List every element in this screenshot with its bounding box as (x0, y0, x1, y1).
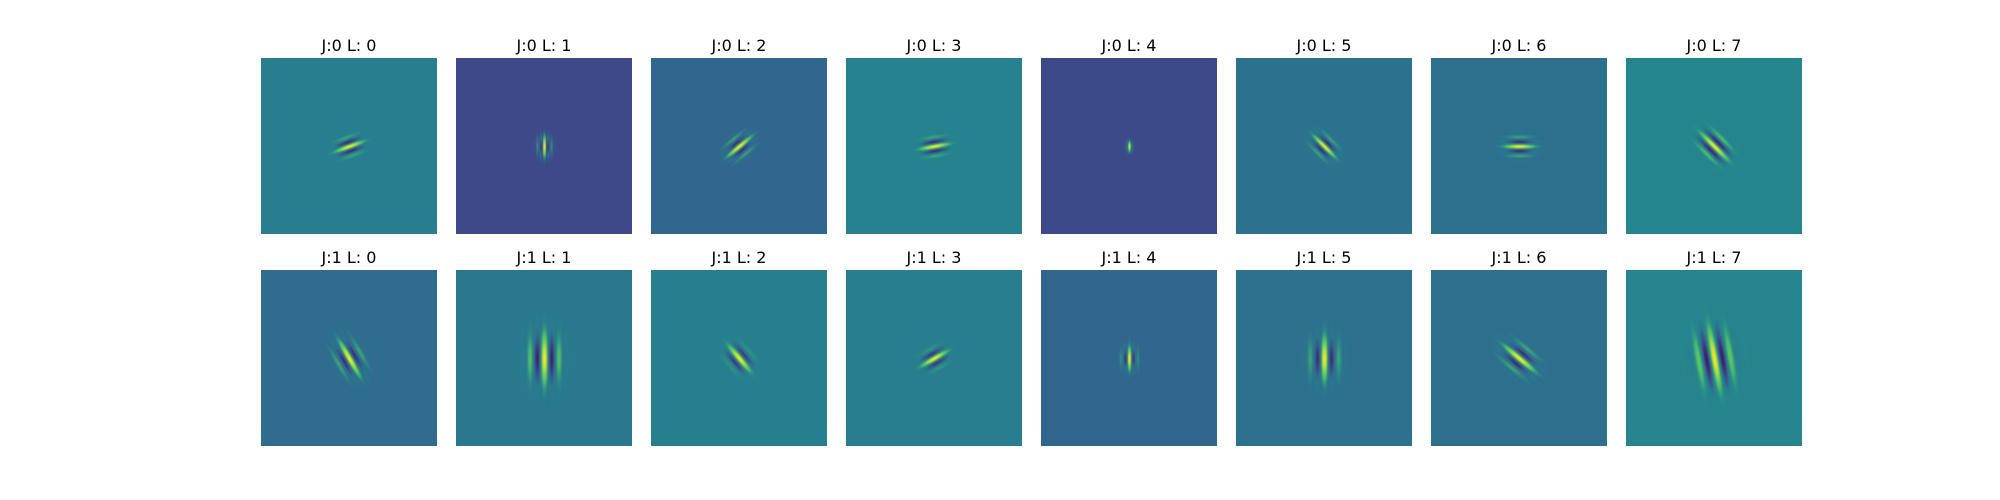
filter-panel: J:0 L: 6 (1431, 36, 1607, 234)
panel-title: J:1 L: 5 (1296, 248, 1352, 267)
filter-image (1236, 270, 1412, 446)
panel-title: J:1 L: 4 (1101, 248, 1157, 267)
filter-panel: J:0 L: 0 (261, 36, 437, 234)
filter-image (846, 58, 1022, 234)
panel-title: J:1 L: 7 (1686, 248, 1742, 267)
filter-image (1041, 270, 1217, 446)
filter-image (456, 270, 632, 446)
panel-title: J:0 L: 7 (1686, 36, 1742, 55)
filter-image (846, 270, 1022, 446)
panel-title: J:0 L: 6 (1491, 36, 1547, 55)
panel-title: J:0 L: 2 (711, 36, 767, 55)
filter-panel: J:1 L: 3 (846, 248, 1022, 446)
filter-panel: J:1 L: 0 (261, 248, 437, 446)
filter-panel: J:0 L: 5 (1236, 36, 1412, 234)
filter-panel: J:1 L: 2 (651, 248, 827, 446)
filter-panel: J:0 L: 3 (846, 36, 1022, 234)
filter-image (1236, 58, 1412, 234)
filter-image (261, 58, 437, 234)
filter-image (261, 270, 437, 446)
filter-panel: J:1 L: 4 (1041, 248, 1217, 446)
panel-title: J:1 L: 1 (516, 248, 572, 267)
filter-panel: J:1 L: 5 (1236, 248, 1412, 446)
filter-image (651, 270, 827, 446)
filter-image (1626, 58, 1802, 234)
panel-title: J:1 L: 6 (1491, 248, 1547, 267)
filter-panel: J:0 L: 1 (456, 36, 632, 234)
filter-panel: J:0 L: 7 (1626, 36, 1802, 234)
filter-panel: J:1 L: 1 (456, 248, 632, 446)
panel-title: J:0 L: 4 (1101, 36, 1157, 55)
filter-panel: J:1 L: 7 (1626, 248, 1802, 446)
panel-title: J:1 L: 2 (711, 248, 767, 267)
panel-title: J:0 L: 5 (1296, 36, 1352, 55)
filter-image (1431, 58, 1607, 234)
filter-panel: J:1 L: 6 (1431, 248, 1607, 446)
filter-panel: J:0 L: 2 (651, 36, 827, 234)
filter-panel: J:0 L: 4 (1041, 36, 1217, 234)
panel-title: J:0 L: 0 (321, 36, 377, 55)
filter-image (651, 58, 827, 234)
panel-title: J:1 L: 3 (906, 248, 962, 267)
panel-title: J:0 L: 1 (516, 36, 572, 55)
filter-image (456, 58, 632, 234)
filter-image (1041, 58, 1217, 234)
panel-title: J:0 L: 3 (906, 36, 962, 55)
filter-image (1431, 270, 1607, 446)
panel-title: J:1 L: 0 (321, 248, 377, 267)
filter-image (1626, 270, 1802, 446)
